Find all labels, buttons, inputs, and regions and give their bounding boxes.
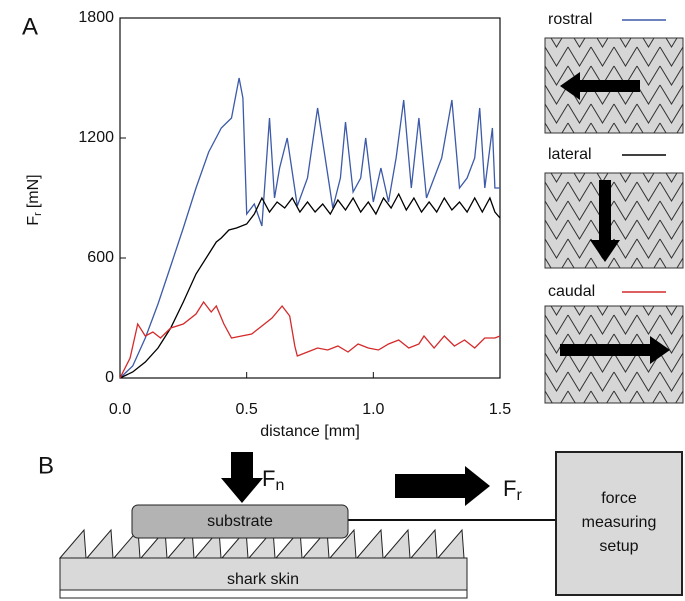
y-tick-label: 600 [87, 249, 114, 266]
tooth [409, 528, 438, 559]
tooth [112, 528, 141, 559]
setup-label: force [601, 490, 637, 507]
x-tick-label: 1.0 [362, 401, 384, 418]
y-label-unit: [mN] [25, 174, 42, 208]
scale-lines [545, 38, 683, 133]
force-label: Fr [503, 476, 522, 504]
tooth [355, 528, 384, 559]
setup-label: measuring [582, 514, 657, 531]
y-tick-label: 1200 [78, 129, 114, 146]
legend-label: caudal [548, 283, 595, 300]
data-line [119, 192, 501, 379]
y-label-main: F [25, 216, 42, 226]
direction-arrows [560, 72, 670, 364]
substrate-label: substrate [207, 513, 273, 530]
data-line [119, 77, 500, 379]
force-label: Fn [262, 466, 284, 494]
x-axis-label: distance [mm] [260, 423, 360, 440]
x-tick-label: 0.0 [109, 401, 131, 418]
scale-pattern [545, 38, 683, 133]
skin-underlay [59, 589, 468, 599]
y-axis-label: Fr [mN] [25, 174, 44, 225]
tooth [58, 528, 87, 559]
y-tick-label: 1800 [78, 9, 114, 26]
tooth [436, 528, 465, 559]
y-tick-label: 0 [105, 369, 114, 386]
normal-force-arrow [221, 452, 263, 503]
tooth [382, 528, 411, 559]
x-tick-label: 1.5 [489, 401, 511, 418]
x-tick-label: 0.5 [236, 401, 258, 418]
substrate-block [131, 504, 349, 539]
plot-frame [119, 17, 501, 379]
data-line [119, 300, 501, 379]
legend-label: lateral [548, 146, 592, 163]
panel-label: A [22, 13, 38, 40]
skin-base [59, 557, 468, 591]
friction-force-arrow [395, 466, 490, 506]
tooth [85, 528, 114, 559]
panel-label: B [38, 452, 54, 479]
skin-label: shark skin [227, 571, 299, 588]
setup-label: setup [599, 538, 638, 555]
skin-teeth [58, 528, 465, 559]
setup-box [555, 451, 683, 596]
tooth [328, 528, 357, 559]
y-label-sub: r [32, 212, 44, 216]
legend-label: rostral [548, 11, 592, 28]
